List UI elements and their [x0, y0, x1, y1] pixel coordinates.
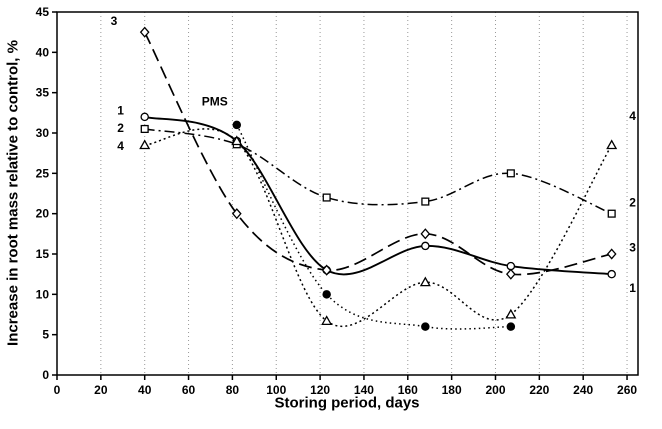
marker-diamond-open: [321, 264, 332, 276]
series-line-1: [144, 115, 612, 276]
x-tick-label: 260: [617, 383, 637, 397]
plot-border: [56, 11, 639, 376]
marker-triangle-open: [606, 139, 618, 150]
series-line-4: [144, 128, 613, 328]
marker-square-open: [322, 193, 331, 202]
marker-circle-open: [421, 241, 430, 251]
curve-label-4: 4: [629, 109, 636, 123]
series-line-3: [143, 31, 612, 276]
curve-label-4: 4: [117, 139, 124, 153]
marker-circle-open: [140, 112, 149, 122]
x-tick-label: 80: [226, 383, 240, 397]
marker-square-open: [607, 209, 616, 218]
curve-label-2: 2: [629, 195, 636, 209]
curve-label-3: 3: [111, 14, 118, 28]
marker-square-open: [506, 169, 515, 178]
x-tick-label: 20: [94, 383, 108, 397]
marker-diamond-open: [139, 26, 150, 38]
x-tick-label: 220: [529, 383, 549, 397]
marker-square-open: [421, 197, 430, 206]
y-tick-label: 25: [36, 166, 50, 180]
y-tick-label: 40: [36, 45, 50, 59]
marker-diamond-open: [420, 228, 431, 240]
series-line-2: [144, 128, 612, 215]
y-tick-label: 0: [42, 368, 49, 382]
marker-triangle-open: [419, 276, 431, 287]
marker-circle-filled: [506, 322, 516, 331]
x-tick-label: 240: [573, 383, 593, 397]
x-tick-label: 120: [310, 383, 330, 397]
x-axis-title: Storing period, days: [274, 394, 420, 412]
y-tick-label: 15: [36, 247, 50, 261]
marker-circle-filled: [232, 120, 242, 130]
y-axis-title: Increase in root mass relative to contro…: [4, 40, 22, 346]
x-tick-label: 140: [354, 383, 374, 397]
marker-circle-filled: [421, 322, 430, 331]
marker-triangle-open: [139, 139, 151, 150]
y-tick-label: 35: [36, 86, 50, 100]
x-tick-label: 100: [266, 383, 286, 397]
curve-label-3: 3: [629, 241, 636, 255]
y-tick-label: 45: [36, 5, 50, 19]
marker-triangle-open: [505, 308, 517, 319]
x-tick-label: 180: [442, 383, 462, 397]
curve-label-1: 1: [117, 103, 124, 117]
x-tick-label: 200: [485, 383, 505, 397]
marker-diamond-open: [231, 208, 242, 220]
marker-circle-filled: [322, 290, 331, 299]
marker-circle-open: [607, 269, 616, 279]
curve-label-PMS: PMS: [202, 95, 228, 109]
y-tick-label: 20: [36, 207, 50, 221]
curve-label-2: 2: [117, 121, 124, 135]
x-tick-label: 40: [138, 383, 152, 397]
x-tick-label: 60: [182, 383, 196, 397]
marker-diamond-open: [505, 268, 516, 280]
x-tick-label: 160: [398, 383, 418, 397]
curve-label-1: 1: [629, 281, 636, 295]
marker-triangle-open: [231, 135, 243, 146]
marker-triangle-open: [321, 315, 333, 326]
y-tick-label: 5: [42, 328, 49, 342]
y-tick-label: 30: [36, 126, 50, 140]
x-tick-label: 0: [54, 383, 61, 397]
marker-diamond-open: [606, 248, 617, 260]
marker-square-open: [140, 124, 149, 134]
series-line-PMS: [236, 124, 511, 330]
y-tick-label: 10: [36, 287, 50, 301]
